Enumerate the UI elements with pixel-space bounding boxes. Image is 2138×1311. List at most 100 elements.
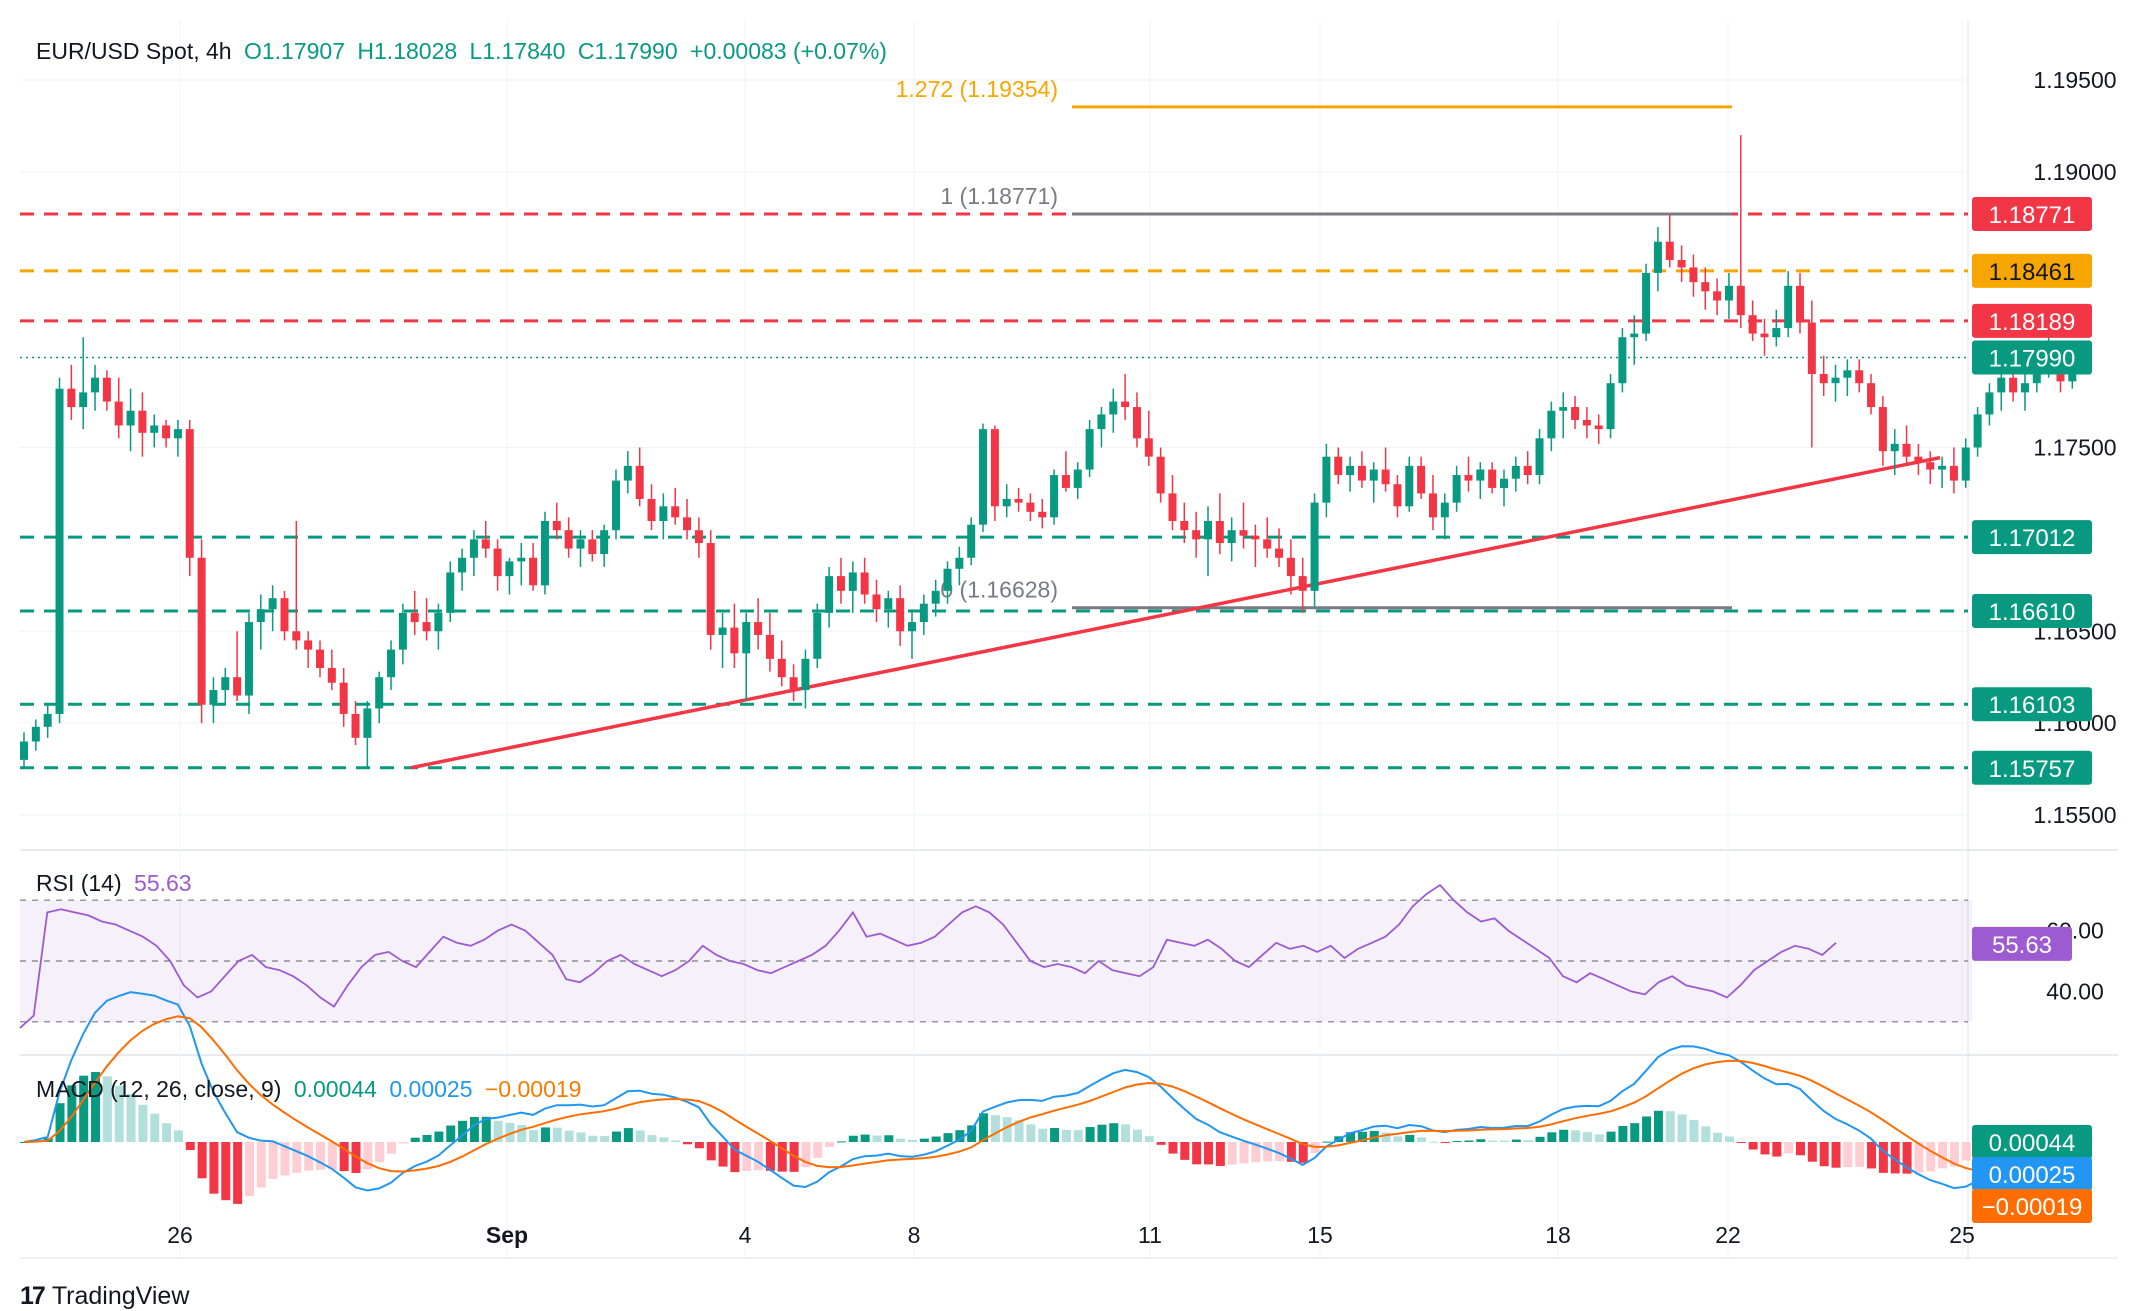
candle-body [600, 530, 609, 555]
candle-body [529, 557, 538, 586]
candle-body [647, 498, 656, 521]
macd-histogram-bar [979, 1113, 989, 1142]
macd-value-tag [1972, 1189, 2092, 1223]
candle-body [55, 388, 64, 714]
candle-body [1440, 502, 1449, 518]
macd-histogram-bar [67, 1085, 77, 1142]
grid-lines [20, 20, 2118, 1260]
candle-body [659, 506, 668, 521]
macd-histogram-bar [469, 1117, 479, 1142]
macd-histogram-bar [1523, 1140, 1533, 1142]
macd-histogram-bar [1535, 1136, 1545, 1142]
candle-body [1582, 419, 1591, 426]
macd-histogram-bar [91, 1072, 101, 1142]
level-price-tag [1972, 340, 2092, 375]
candle-body [1476, 469, 1485, 481]
level-price-label: 1.18461 [1989, 259, 2076, 286]
macd-histogram-bar [1807, 1142, 1817, 1162]
candle-body [1985, 392, 1994, 415]
candle-body [552, 521, 561, 531]
candle-body [493, 548, 502, 577]
candle-body [422, 622, 431, 632]
macd-histogram-bar [647, 1135, 657, 1142]
macd-histogram-bar [79, 1075, 89, 1142]
macd-histogram-bar [481, 1116, 491, 1142]
macd-histogram-bar [1156, 1142, 1166, 1145]
macd-histogram-bar [1819, 1142, 1829, 1167]
candle-body [872, 594, 881, 610]
macd-histogram-bar [1464, 1140, 1474, 1142]
macd-histogram-bar [422, 1135, 432, 1142]
candle-body [1724, 285, 1733, 301]
rsi-header: RSI (14) 55.63 [36, 870, 198, 897]
x-tick-label: 4 [739, 1222, 752, 1248]
macd-value-tag [1972, 1157, 2092, 1191]
candle-body [1239, 530, 1248, 536]
macd-histogram-bar [1286, 1142, 1296, 1162]
macd-histogram-bar [126, 1093, 136, 1142]
tradingview-brand[interactable]: 17 TradingView [20, 1282, 189, 1311]
x-tick-label: 8 [908, 1222, 921, 1248]
candle-body [1275, 548, 1284, 558]
candle-body [1192, 530, 1201, 540]
candle-body [1322, 456, 1331, 503]
candle-body [1334, 456, 1343, 476]
candle-body [825, 576, 834, 613]
macd-histogram-bar [55, 1103, 65, 1142]
x-tick-label: Sep [486, 1222, 528, 1248]
macd-histogram-bar [1002, 1117, 1012, 1142]
macd-histogram-bar [777, 1142, 787, 1172]
x-tick-label: 22 [1715, 1222, 1741, 1248]
candle-body [268, 598, 277, 610]
candle-body [1689, 267, 1698, 283]
macd-histogram-bar [1606, 1131, 1616, 1142]
level-price-tag [1972, 520, 2092, 555]
macd-header: MACD (12, 26, close, 9) 0.00044 0.00025 … [36, 1076, 587, 1103]
candle-body [351, 713, 360, 738]
macd-histogram-bar [813, 1142, 823, 1158]
macd-histogram-bar [683, 1142, 693, 1145]
macd-histogram-bar [1346, 1132, 1356, 1142]
macd-histogram-bar [1689, 1120, 1699, 1142]
candle-body [126, 410, 135, 426]
candle-body [1878, 407, 1887, 452]
macd-histogram-bar [529, 1130, 539, 1142]
candle-body [1204, 521, 1212, 540]
macd-histogram-bar [138, 1104, 148, 1142]
candle-body [1061, 475, 1070, 488]
candle-body [765, 634, 774, 659]
macd-histogram-bar [1251, 1142, 1261, 1163]
macd-histogram-bar [1594, 1134, 1604, 1142]
macd-histogram-bar [1097, 1124, 1107, 1142]
macd-histogram-bar [1298, 1142, 1308, 1163]
candle-body [671, 506, 680, 518]
candle-body [943, 568, 952, 591]
candle-body [1784, 285, 1793, 329]
macd-histogram-bar [221, 1142, 231, 1201]
candle-body [67, 388, 76, 408]
macd-histogram-bar [860, 1134, 870, 1142]
candle-body [1050, 475, 1059, 518]
x-tick-label: 15 [1307, 1222, 1333, 1248]
macd-histogram-bar [1961, 1142, 1971, 1161]
candle-body [1369, 469, 1378, 481]
macd-histogram-bar [1665, 1111, 1675, 1142]
rsi-tick-label: 40.00 [2046, 978, 2104, 1004]
level-price-label: 1.16610 [1989, 599, 2076, 626]
macd-histogram-bar [1132, 1129, 1142, 1142]
candle-body [304, 640, 313, 650]
macd-histogram-bar [1239, 1142, 1249, 1164]
macd-histogram-bar [102, 1076, 112, 1142]
candle-body [1594, 425, 1603, 430]
macd-histogram-bar [505, 1122, 515, 1142]
candle-body [1500, 478, 1508, 488]
macd-histogram-bar [1073, 1130, 1083, 1142]
candle-body [1914, 456, 1923, 463]
macd-histogram-bar [1322, 1141, 1332, 1143]
macd-histogram-bar [1867, 1142, 1877, 1169]
macd-histogram-bar [576, 1132, 586, 1142]
macd-histogram-bar [1204, 1142, 1213, 1165]
rsi-value-label: 55.63 [1992, 932, 2052, 959]
macd-histogram-bar [375, 1142, 385, 1163]
